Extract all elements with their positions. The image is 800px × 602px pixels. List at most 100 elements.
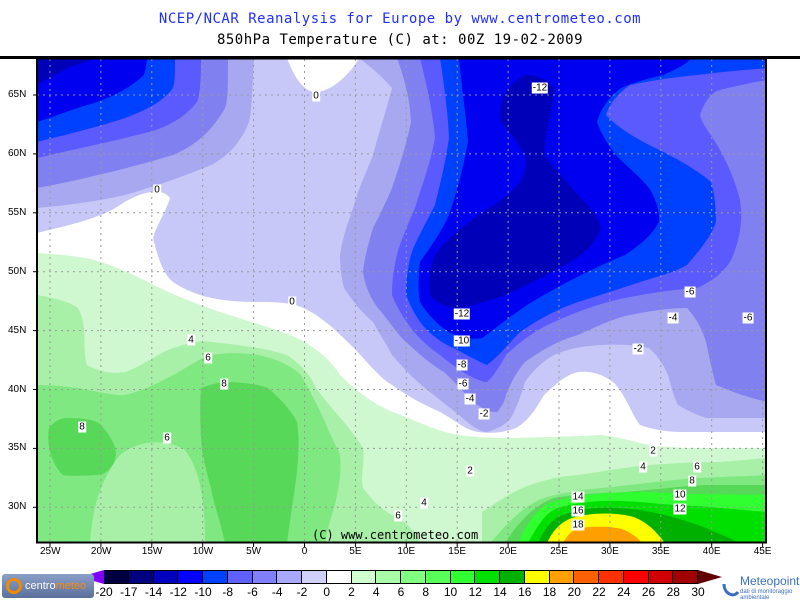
colorbar-swatch (673, 570, 698, 584)
lon-label: 10E (397, 546, 416, 557)
colorbar-label: 4 (372, 585, 380, 599)
band-minus14-minus12 (429, 74, 601, 308)
colorbar-swatch (425, 570, 451, 584)
lon-label: 20E (499, 546, 517, 557)
colorbar-swatch (401, 570, 426, 584)
contour-label: -6 (457, 378, 469, 390)
lon-label: 25E (550, 546, 568, 557)
centrometeo-logo[interactable]: centro meteo (2, 574, 94, 598)
contour-label: 8 (688, 475, 696, 487)
colorbar-swatch (326, 570, 352, 584)
band-0-2-north (287, 59, 359, 92)
lat-lon-grid (37, 59, 766, 542)
contour-label: -12 (531, 82, 549, 94)
band-8-10-iberia (200, 382, 299, 542)
contour-label: -12 (453, 308, 471, 320)
colorbar-label: 8 (422, 585, 430, 599)
colorbar-label: 26 (641, 585, 656, 599)
band-4-6-canaries (90, 442, 205, 542)
lat-label: 30N (8, 501, 27, 513)
logo-text-part1: centro (25, 580, 56, 592)
colorbar-label: 10 (443, 585, 458, 599)
contour-label: -8 (456, 359, 468, 371)
lon-label: 15E (448, 546, 467, 557)
contour-label: 0 (312, 90, 320, 102)
contour-label: 12 (673, 503, 687, 515)
colorbar-swatch (500, 570, 525, 584)
colorbar-label: 28 (666, 585, 680, 599)
lat-label: 45N (8, 324, 27, 336)
colorbar-label: 20 (567, 585, 581, 599)
colorbar-label: 30 (691, 585, 705, 599)
colorbar-swatch (623, 570, 649, 584)
contour-label: 0 (288, 296, 296, 308)
logo-ring-icon (6, 578, 22, 594)
lon-label: 5W (246, 546, 262, 557)
colorbar-swatch (277, 570, 302, 584)
colorbar-label: -10 (194, 585, 212, 599)
contour-label: -4 (667, 312, 679, 324)
contour-label: 6 (394, 510, 402, 522)
lon-label: 45E (753, 546, 772, 557)
colorbar-swatch (524, 570, 550, 584)
lon-label: 35E (651, 546, 670, 557)
colorbar-swatch (648, 570, 674, 584)
lon-label: 25W (40, 546, 61, 557)
colorbar-swatch (203, 570, 228, 584)
band-8-10-west (48, 418, 116, 476)
lat-label: 65N (8, 89, 27, 100)
meteopoint-logo[interactable]: Meteopoint dati di monitoraggio ambienta… (722, 574, 800, 601)
contour-label: 4 (639, 461, 647, 473)
contour-label: -4 (464, 393, 476, 405)
lon-label: 5E (349, 546, 362, 557)
colorbar-swatch (252, 570, 278, 584)
meteopoint-tagline: dati di monitoraggio ambientale (740, 589, 793, 601)
colorbar-swatch (104, 570, 129, 584)
lon-label: 15W (141, 546, 163, 557)
lat-label: 55N (8, 206, 27, 218)
lon-label: 20W (90, 546, 112, 557)
map-subtitle: 850hPa Temperature (C) at: 00Z 19-02-200… (216, 32, 584, 48)
contour-label: 14 (571, 491, 585, 503)
colorbar-swatch (351, 570, 377, 584)
temperature-field (37, 59, 766, 542)
colorbar-label: -14 (144, 585, 163, 599)
colorbar-label: -8 (222, 585, 234, 599)
colorbar-over-arrow (698, 570, 722, 584)
band-minus12-minus10-nw (37, 59, 147, 122)
lat-label: 50N (8, 265, 27, 277)
colorbar-label: -4 (271, 585, 283, 599)
lat-label: 35N (8, 442, 27, 454)
lon-label: 10W (192, 546, 214, 557)
colorbar-label: 16 (518, 585, 532, 599)
colorbar-label: -2 (296, 585, 308, 599)
colorbar-label: 2 (348, 585, 355, 599)
colorbar-label: -20 (95, 585, 113, 599)
lon-label: 40E (702, 546, 721, 557)
contour-label: 16 (571, 505, 585, 517)
contour-label: -2 (478, 408, 490, 420)
contour-label: 6 (693, 461, 701, 473)
lat-label: 40N (8, 383, 27, 395)
contour-label: -6 (742, 312, 754, 324)
contour-label: 8 (78, 421, 86, 433)
colorbar-label: -17 (120, 585, 138, 599)
meteopoint-name: Meteopoint (740, 574, 800, 588)
band-minus14-minus12-nw (37, 59, 94, 85)
colorbar-swatch (574, 570, 599, 584)
contour-label: 8 (220, 378, 228, 390)
lat-label: 60N (8, 147, 27, 159)
colorbar-label: -12 (169, 585, 187, 599)
map-title: NCEP/NCAR Reanalysis for Europe by www.c… (158, 11, 642, 27)
contour-label: -2 (632, 343, 644, 355)
contour-label: 6 (204, 352, 212, 364)
colorbar-legend: -20 -17 -14 -12 -10 -8 -6 -4 -2 0 2 4 6 8 10 12 14 16 18 20… (0, 566, 800, 600)
copyright-text: (C) www.centrometeo.com (312, 528, 479, 542)
colorbar-label: 24 (617, 585, 631, 599)
colorbar-label: -6 (247, 585, 258, 599)
colorbar-swatch (599, 570, 624, 584)
colorbar-label: 0 (323, 585, 331, 599)
colorbar-swatch (376, 570, 401, 584)
contour-label: 0 (153, 184, 161, 196)
contour-label: 4 (420, 497, 428, 509)
